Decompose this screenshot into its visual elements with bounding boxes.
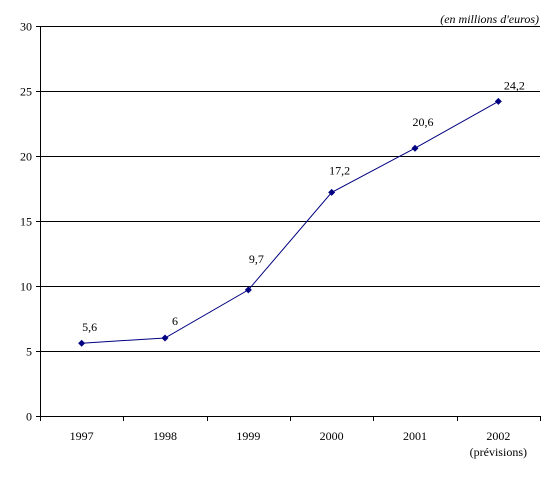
x-axis-ticks: 1997 1998 1999 2000 2001 2002 (prévisions) — [40, 416, 541, 459]
axes — [36, 26, 540, 421]
unit-note: (en millions d'euros) — [440, 12, 539, 26]
series-line-0 — [81, 100, 499, 344]
y-tick-label-10: 10 — [20, 280, 32, 294]
x-tick-label-2000: 2000 — [320, 429, 344, 443]
y-tick-label-25: 25 — [20, 85, 32, 99]
x-tick-label-1999: 1999 — [236, 429, 260, 443]
y-axis-ticks: 0 5 10 15 20 25 30 — [20, 20, 40, 424]
y-tick-label-30: 30 — [20, 20, 32, 34]
x-tick-label-2002: 2002 — [486, 429, 510, 443]
x-tick-label-1997: 1997 — [70, 429, 94, 443]
y-tick-label-15: 15 — [20, 215, 32, 229]
data-point-1999 — [244, 286, 252, 294]
data-point-2000 — [328, 188, 336, 196]
data-labels: 5,6 6 9,7 17,2 20,6 24,2 — [82, 78, 525, 334]
data-label-1998: 6 — [172, 314, 178, 328]
y-tick-label-5: 5 — [26, 345, 32, 359]
data-point-2002 — [494, 97, 502, 105]
data-point-2001 — [411, 144, 419, 152]
gridlines — [40, 26, 540, 352]
data-label-1999: 9,7 — [249, 252, 264, 266]
data-point-1997 — [78, 339, 86, 347]
data-point-1998 — [161, 334, 169, 342]
data-label-1997: 5,6 — [82, 320, 97, 334]
data-label-2002: 24,2 — [504, 78, 525, 92]
series-line — [78, 97, 502, 347]
x-tick-label-1998: 1998 — [153, 429, 177, 443]
data-label-2000: 17,2 — [329, 163, 350, 177]
y-tick-label-0: 0 — [26, 410, 32, 424]
data-label-2001: 20,6 — [413, 115, 434, 129]
y-tick-label-20: 20 — [20, 150, 32, 164]
x-tick-label-2001: 2001 — [403, 429, 427, 443]
x-tick-sublabel-2002: (prévisions) — [470, 445, 527, 459]
